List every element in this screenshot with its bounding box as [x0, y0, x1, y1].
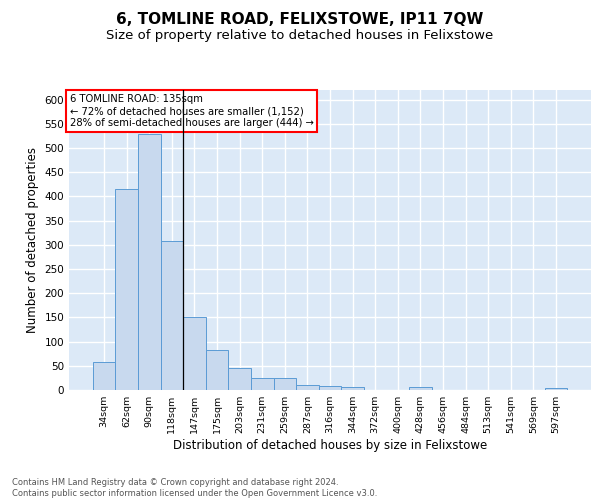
Bar — [251, 378, 274, 390]
Text: Contains HM Land Registry data © Crown copyright and database right 2024.
Contai: Contains HM Land Registry data © Crown c… — [12, 478, 377, 498]
Bar — [319, 386, 341, 390]
Y-axis label: Number of detached properties: Number of detached properties — [26, 147, 39, 333]
Bar — [93, 362, 115, 390]
Bar — [183, 318, 206, 390]
Text: Size of property relative to detached houses in Felixstowe: Size of property relative to detached ho… — [106, 29, 494, 42]
Text: 6, TOMLINE ROAD, FELIXSTOWE, IP11 7QW: 6, TOMLINE ROAD, FELIXSTOWE, IP11 7QW — [116, 12, 484, 28]
Bar — [341, 386, 364, 390]
Bar — [409, 387, 431, 390]
X-axis label: Distribution of detached houses by size in Felixstowe: Distribution of detached houses by size … — [173, 439, 487, 452]
Bar — [296, 385, 319, 390]
Text: 6 TOMLINE ROAD: 135sqm
← 72% of detached houses are smaller (1,152)
28% of semi-: 6 TOMLINE ROAD: 135sqm ← 72% of detached… — [70, 94, 313, 128]
Bar — [138, 134, 161, 390]
Bar — [206, 350, 229, 390]
Bar — [161, 241, 183, 390]
Bar — [115, 189, 138, 390]
Bar — [545, 388, 567, 390]
Bar — [274, 378, 296, 390]
Bar — [229, 368, 251, 390]
